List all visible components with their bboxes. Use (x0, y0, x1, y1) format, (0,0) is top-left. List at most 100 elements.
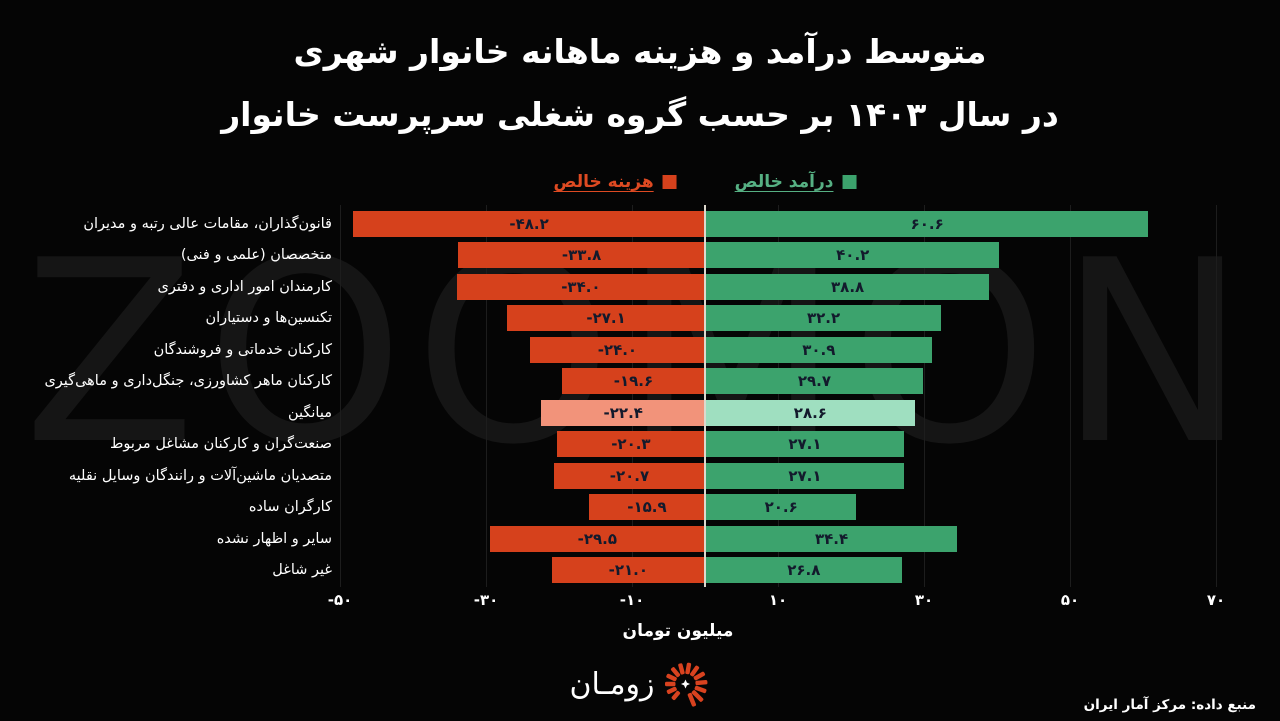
income-bar: ۲۰.۶ (706, 494, 857, 521)
logo-ray (678, 663, 685, 675)
logo-ray (694, 685, 707, 694)
income-bar: ۴۰.۲ (706, 242, 1000, 269)
x-tick-label: -۳۰ (473, 591, 499, 609)
category-label: میانگین (287, 404, 332, 421)
income-bar: ۲۶.۸ (706, 556, 902, 583)
logo-ray (670, 667, 681, 678)
expense-value: -۲۰.۷ (609, 466, 650, 485)
x-tick-label: -۵۰ (327, 591, 353, 609)
x-tick-label: ۷۰ (1206, 591, 1226, 609)
gridline (1070, 205, 1071, 587)
category-label: غیر شاغل (272, 561, 332, 578)
x-tick-label: -۱۰ (619, 591, 645, 609)
income-value: ۲۰.۶ (764, 498, 798, 517)
category-label: متصدیان ماشین‌آلات و رانندگان وسایل نقلی… (68, 467, 332, 484)
income-value: ۲۷.۱ (788, 435, 822, 454)
income-bar: ۳۰.۹ (706, 336, 932, 363)
category-label: صنعت‌گران و کارکنان مشاغل مربوط (110, 436, 332, 453)
logo-ray (691, 690, 704, 702)
category-label: کارکنان ماهر کشاورزی، جنگل‌داری و ماهی‌گ… (44, 373, 332, 390)
legend-item-income: درآمد خالص (735, 172, 857, 192)
chart-title-line1: متوسط درآمد و هزینه ماهانه خانوار شهری (293, 32, 987, 71)
x-tick-label: ۵۰ (1060, 591, 1080, 609)
income-bar: ۶۰.۶ (706, 211, 1149, 237)
income-value: ۶۰.۶ (910, 215, 944, 233)
logo-ray (693, 671, 706, 681)
zoomon-shutter-icon (665, 662, 708, 707)
category-label: کارگران ساده (248, 499, 332, 516)
legend-item-expense: هزینه خالص (554, 172, 677, 192)
income-value: ۲۷.۱ (788, 466, 822, 485)
logo-ray (666, 686, 677, 695)
expense-bar: -۲۹.۵ (489, 525, 705, 552)
legend-expense-label: هزینه خالص (553, 172, 654, 192)
x-tick-label: ۱۰ (768, 591, 788, 609)
expense-bar: -۲۴.۰ (529, 336, 705, 363)
gridline (340, 205, 341, 587)
income-bar: ۲۸.۶ (706, 399, 915, 426)
category-label: سایر و اظهار نشده (216, 530, 332, 547)
income-value: ۲۶.۸ (787, 560, 821, 579)
expense-value: -۲۹.۵ (577, 529, 617, 548)
logo-ray (666, 673, 677, 682)
expense-value: -۱۹.۶ (613, 372, 654, 391)
income-value: ۳۸.۸ (831, 277, 865, 296)
chart-title: متوسط درآمد و هزینه ماهانه خانوار شهری د… (0, 20, 1280, 146)
income-value: ۲۸.۶ (793, 403, 827, 422)
gridline (1216, 205, 1217, 587)
logo-ray (671, 690, 681, 701)
income-value: ۴۰.۲ (836, 246, 870, 265)
expense-bar: -۴۸.۲ (353, 211, 705, 237)
income-bar: ۲۷.۱ (706, 462, 904, 489)
chart-title-line2: در سال ۱۴۰۳ بر حسب گروه شغلی سرپرست خانو… (221, 95, 1059, 134)
expense-value: -۳۴.۰ (561, 277, 601, 296)
expense-value: -۲۰.۳ (611, 435, 651, 454)
expense-value: -۴۸.۲ (509, 215, 549, 233)
x-tick-label: ۳۰ (914, 591, 934, 609)
income-bar: ۳۸.۸ (706, 273, 990, 300)
expense-bar: -۱۵.۹ (588, 494, 705, 521)
brand-logo-text: زومـان (569, 667, 655, 702)
logo-center-star (681, 679, 691, 689)
income-value: ۳۴.۴ (814, 529, 849, 548)
logo-ray (665, 681, 676, 687)
expense-value: -۲۲.۴ (603, 403, 643, 422)
category-label: تکنسین‌ها و دستیاران (205, 310, 332, 327)
expense-value: -۲۴.۰ (597, 340, 638, 359)
logo-ray (687, 692, 697, 707)
category-label: قانون‌گذاران، مقامات عالی رتبه و مدیران (83, 216, 332, 232)
logo-ray (685, 662, 692, 675)
logo-ray (690, 665, 700, 677)
gridline (778, 205, 779, 587)
legend: هزینه خالص درآمد خالص (554, 172, 857, 192)
category-label: متخصصان (علمی و فنی) (180, 247, 332, 264)
gridline (486, 205, 487, 587)
expense-bar: -۳۳.۸ (458, 242, 705, 269)
expense-value: -۲۷.۱ (586, 309, 626, 328)
gridline (632, 205, 633, 587)
income-bar: ۲۷.۱ (706, 431, 904, 458)
expense-bar: -۲۰.۳ (556, 431, 705, 458)
gridline (924, 205, 925, 587)
expense-value: -۳۳.۸ (561, 246, 602, 265)
expense-value: -۲۱.۰ (608, 560, 649, 579)
income-bar: ۲۹.۷ (706, 368, 923, 395)
expense-swatch-icon (662, 175, 677, 189)
income-value: ۲۹.۷ (797, 372, 831, 391)
x-axis-label: میلیون تومان (622, 621, 734, 641)
zero-axis-line (704, 205, 706, 587)
expense-value: -۱۵.۹ (627, 498, 667, 517)
income-value: ۳۰.۹ (802, 340, 836, 359)
expense-bar: -۲۷.۱ (507, 305, 705, 332)
income-swatch-icon (842, 175, 857, 189)
data-source-text: منبع داده: مرکز آمار ایران (1083, 697, 1256, 713)
category-label: کارکنان خدماتی و فروشندگان (153, 341, 332, 358)
expense-bar: -۱۹.۶ (561, 368, 705, 395)
category-label: کارمندان امور اداری و دفتری (157, 278, 332, 295)
income-value: ۳۲.۲ (806, 309, 841, 328)
expense-bar: -۲۰.۷ (553, 462, 705, 489)
expense-bar: -۲۱.۰ (551, 556, 705, 583)
legend-income-label: درآمد خالص (734, 172, 834, 192)
expense-bar: -۳۴.۰ (456, 273, 705, 300)
